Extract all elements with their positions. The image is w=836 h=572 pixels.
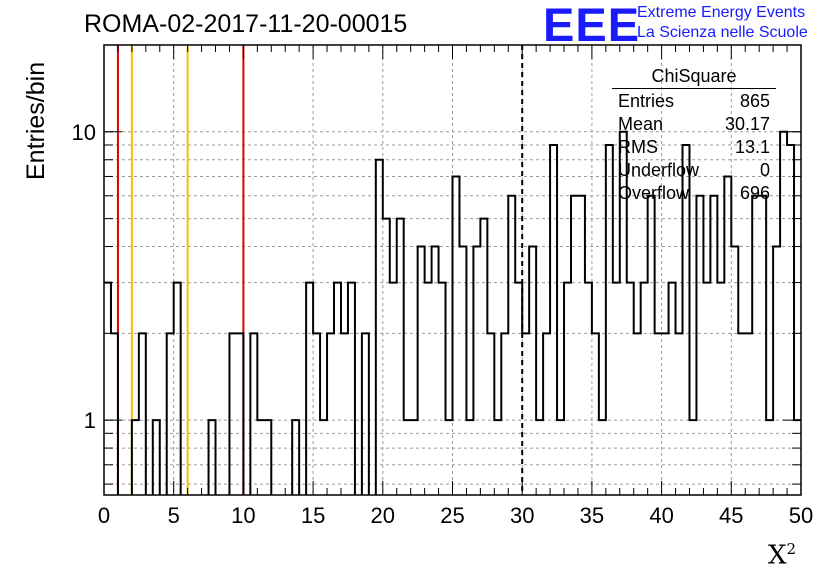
x-tick-label: 30 <box>510 503 534 528</box>
stats-row-underflow: Underflow 0 <box>618 160 770 180</box>
stats-row-mean: Mean 30.17 <box>618 114 770 134</box>
run-title: ROMA-02-2017-11-20-00015 <box>84 10 408 38</box>
x-tick-label: 35 <box>580 503 604 528</box>
x-tick-label: 15 <box>301 503 325 528</box>
y-axis-label: Entries/bin <box>22 61 50 180</box>
y-tick-label: 10 <box>72 120 96 145</box>
eee-logo: EEE <box>543 0 641 51</box>
stats-row-overflow: Overflow 696 <box>618 183 770 203</box>
x-tick-label: 40 <box>649 503 673 528</box>
stats-box: ChiSquare Entries 865 Mean 30.17 RMS 13.1 U… <box>612 66 776 206</box>
x-axis-label: X2 <box>768 540 797 571</box>
stats-row-rms: RMS 13.1 <box>618 137 770 157</box>
y-tick-label: 1 <box>84 408 96 433</box>
x-tick-label: 0 <box>98 503 110 528</box>
x-tick-label: 50 <box>789 503 813 528</box>
stats-row-entries: Entries 865 <box>618 91 770 111</box>
x-tick-label: 5 <box>168 503 180 528</box>
brand-line-1: Extreme Energy Events <box>637 4 806 21</box>
histogram-steps <box>104 130 801 495</box>
x-tick-label: 45 <box>719 503 743 528</box>
x-tick-label: 20 <box>371 503 395 528</box>
x-tick-label: 10 <box>231 503 255 528</box>
stats-title: ChiSquare <box>612 66 776 89</box>
x-tick-label: 25 <box>440 503 464 528</box>
brand-line-2: La Scienza nelle Scuole <box>637 24 808 41</box>
